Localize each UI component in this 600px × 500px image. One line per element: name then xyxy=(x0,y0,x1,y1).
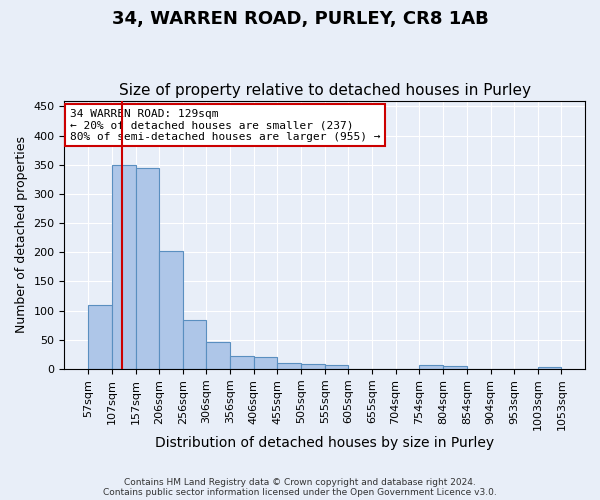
Bar xyxy=(136,168,159,369)
Bar xyxy=(538,367,562,369)
Y-axis label: Number of detached properties: Number of detached properties xyxy=(15,136,28,334)
Bar xyxy=(159,251,182,369)
Bar xyxy=(112,164,136,369)
Bar xyxy=(301,364,325,369)
Text: 34 WARREN ROAD: 129sqm
← 20% of detached houses are smaller (237)
80% of semi-de: 34 WARREN ROAD: 129sqm ← 20% of detached… xyxy=(70,108,380,142)
Text: 34, WARREN ROAD, PURLEY, CR8 1AB: 34, WARREN ROAD, PURLEY, CR8 1AB xyxy=(112,10,488,28)
X-axis label: Distribution of detached houses by size in Purley: Distribution of detached houses by size … xyxy=(155,436,494,450)
Bar xyxy=(277,363,301,369)
Title: Size of property relative to detached houses in Purley: Size of property relative to detached ho… xyxy=(119,83,531,98)
Bar xyxy=(206,342,230,369)
Bar xyxy=(419,365,443,369)
Bar xyxy=(325,366,349,369)
Text: Contains HM Land Registry data © Crown copyright and database right 2024.
Contai: Contains HM Land Registry data © Crown c… xyxy=(103,478,497,497)
Bar xyxy=(443,366,467,369)
Bar xyxy=(182,320,206,369)
Bar xyxy=(230,356,254,369)
Bar xyxy=(254,358,277,369)
Bar xyxy=(88,305,112,369)
